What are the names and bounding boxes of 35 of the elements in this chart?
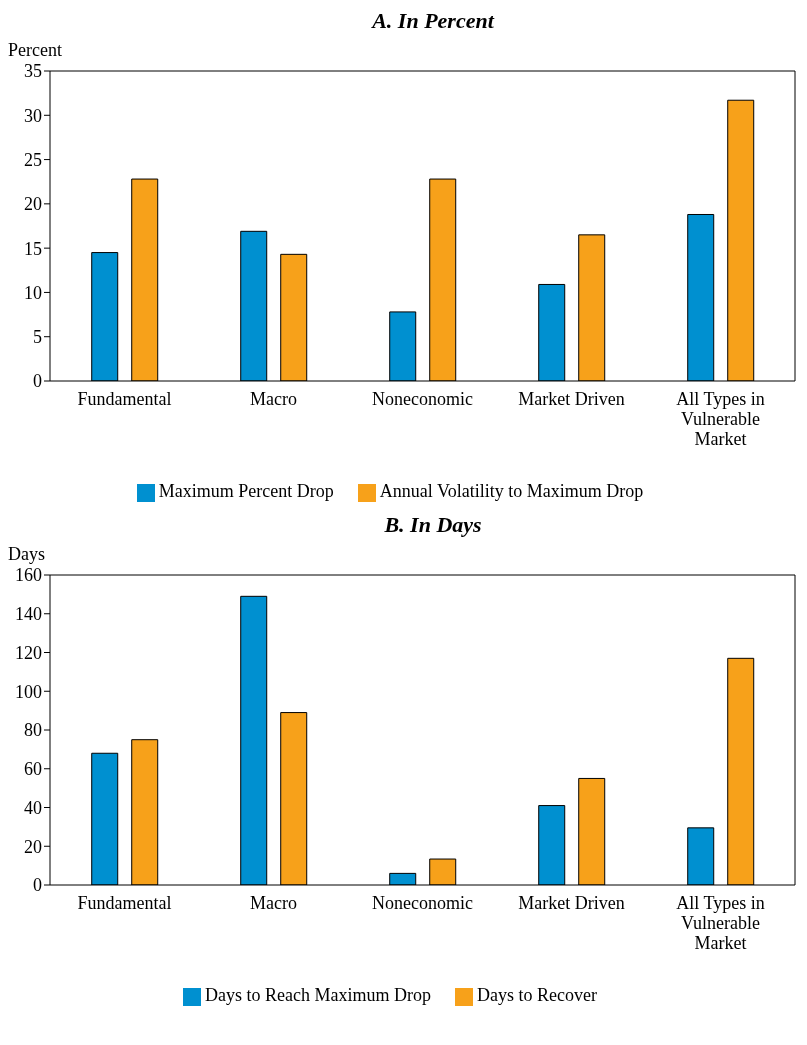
y-tick-label: 20 — [24, 194, 42, 215]
y-axis-title: Days — [8, 544, 46, 566]
x-tick-label: Noneconomic — [372, 389, 473, 409]
y-tick-label: 40 — [24, 797, 42, 818]
legend-label: Days to Reach Maximum Drop — [205, 985, 431, 1005]
x-tick-label: All Types in Vulnerable Market — [676, 893, 765, 953]
legend-label: Days to Recover — [477, 985, 597, 1005]
y-tick-label: 0 — [33, 371, 42, 392]
y-axis-title: Percent — [8, 40, 63, 62]
y-tick-label: 35 — [24, 61, 42, 82]
x-tick-label: Macro — [250, 389, 297, 409]
x-tick-label: Market Driven — [518, 893, 625, 913]
x-tick-label: Fundamental — [77, 389, 172, 409]
x-tick-label: Market Driven — [518, 389, 625, 409]
chart-title: A. In Percent — [370, 8, 496, 34]
y-tick-label: 60 — [24, 759, 42, 780]
y-tick-label: 120 — [15, 642, 42, 663]
y-tick-label: 10 — [24, 282, 42, 303]
x-tick-label: All Types in Vulnerable Market — [676, 389, 765, 449]
legend-label: Maximum Percent Drop — [158, 481, 334, 501]
chart-title: B. In Days — [383, 512, 483, 538]
y-tick-label: 20 — [24, 836, 42, 857]
y-tick-label: 140 — [15, 604, 42, 625]
y-tick-label: 160 — [15, 565, 42, 586]
y-tick-label: 100 — [15, 681, 42, 702]
y-tick-label: 80 — [24, 720, 42, 741]
x-tick-label: Noneconomic — [372, 893, 473, 913]
y-tick-label: 0 — [33, 875, 42, 896]
legend-label: Annual Volatility to Maximum Drop — [379, 481, 644, 501]
x-tick-label: Fundamental — [77, 893, 172, 913]
y-tick-label: 25 — [24, 149, 42, 170]
x-tick-label: Macro — [250, 893, 297, 913]
y-tick-label: 5 — [33, 327, 42, 348]
y-tick-label: 15 — [24, 238, 42, 259]
y-tick-label: 30 — [24, 105, 42, 126]
